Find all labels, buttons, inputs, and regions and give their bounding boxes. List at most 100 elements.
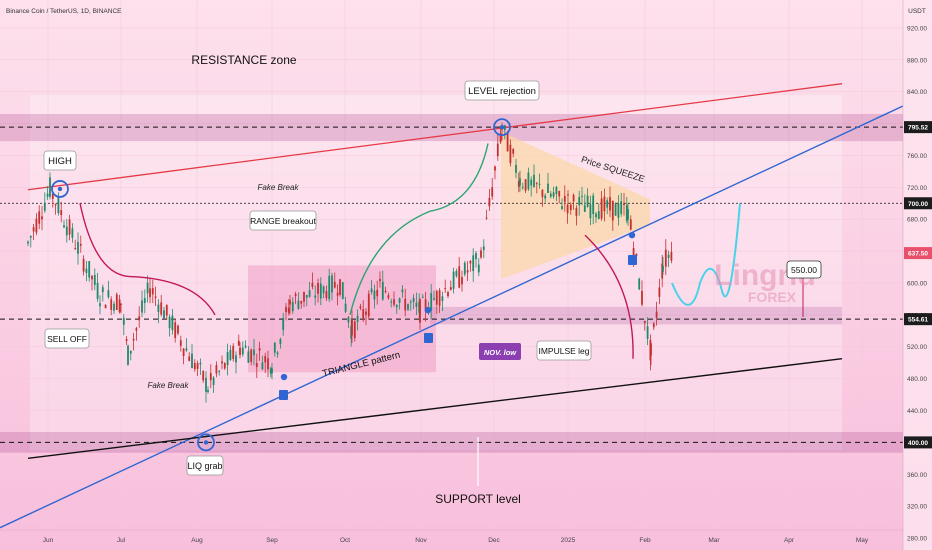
candle-body (297, 300, 300, 310)
candle-body (209, 373, 212, 381)
candle-body (250, 349, 253, 362)
candle-body (196, 363, 199, 369)
candle-body (365, 311, 367, 315)
candle-body (160, 302, 163, 315)
annotation-range-breakout: RANGE breakout (250, 216, 316, 226)
candle-body (519, 178, 521, 186)
candle-body (91, 275, 93, 280)
candle-body (600, 198, 603, 219)
candle-body (258, 348, 261, 351)
candle-body (455, 271, 458, 277)
candle-body (625, 205, 628, 221)
candle-body (325, 291, 328, 299)
candle-body (276, 352, 279, 355)
candle-body (395, 305, 398, 308)
candle-body (643, 320, 646, 324)
candle-body (285, 306, 287, 313)
candle-body (535, 182, 538, 184)
candle-body (199, 362, 202, 365)
candle-body (629, 219, 632, 230)
candle-body (241, 347, 244, 355)
candle-body (351, 320, 353, 336)
candle-body (239, 347, 241, 355)
candle-body (215, 365, 218, 374)
price-zones (0, 113, 903, 453)
candle-body (264, 356, 267, 363)
candle-body (359, 306, 362, 309)
candle-body (404, 298, 407, 311)
candle-body (589, 204, 592, 219)
y-tick-label: 280.00 (907, 536, 927, 543)
candle-body (563, 196, 566, 202)
candle-body (344, 303, 347, 312)
x-tick-label: Oct (340, 537, 350, 544)
candle-body (597, 211, 600, 220)
candle-body (317, 282, 319, 294)
y-tick-label: 320.00 (907, 504, 927, 511)
candle-body (127, 345, 129, 365)
candle-body (512, 149, 515, 154)
candle-body (74, 247, 77, 249)
candle-body (658, 287, 661, 297)
candle-body (135, 328, 138, 331)
y-tick-label: 720.00 (907, 185, 927, 192)
candle-body (107, 290, 110, 298)
annotation-support-level: SUPPORT level (435, 492, 521, 506)
watermark-bottom: FOREX (748, 289, 797, 305)
candle-body (99, 303, 101, 307)
candle-body (646, 326, 649, 339)
annotation-nov-low: NOV. low (484, 348, 517, 357)
candle-body (146, 282, 149, 294)
candle-body (390, 301, 393, 303)
candle-body (138, 316, 141, 321)
candle-body (41, 216, 43, 220)
candle-body (226, 352, 229, 366)
candle-body (271, 368, 273, 374)
x-tick-label: Nov (415, 537, 427, 544)
candle-body (171, 315, 174, 331)
candle-body (488, 197, 491, 207)
y-tick-label: 520.00 (907, 344, 927, 351)
candle-body (655, 311, 658, 318)
x-tick-label: Dec (488, 537, 500, 544)
candle-body (494, 166, 496, 171)
candle-body (328, 275, 331, 300)
annotation-fake-break-top: Fake Break (258, 183, 300, 192)
candle-body (552, 192, 555, 197)
candle-body (333, 281, 336, 288)
candle-body (583, 205, 586, 212)
candle-body (191, 353, 193, 369)
candle-body (650, 343, 652, 356)
x-tick-label: Aug (191, 537, 203, 544)
candle-body (444, 288, 447, 290)
candle-body (367, 293, 370, 317)
candle-body (461, 277, 463, 285)
candle-body (379, 278, 381, 282)
candle-body (279, 338, 282, 345)
candle-body (609, 197, 611, 211)
price-tag-bg (904, 313, 932, 326)
candle-body (641, 290, 643, 305)
candle-body (480, 250, 482, 258)
candle-body (533, 174, 535, 187)
candle-body (449, 287, 452, 291)
candle-body (595, 213, 597, 218)
candle-body (387, 295, 390, 298)
y-tick-label: 680.00 (907, 217, 927, 224)
candle-body (232, 345, 235, 359)
candle-body (63, 225, 65, 228)
candle-body (65, 226, 68, 236)
resistance-trendline (27, 83, 843, 191)
candle-body (477, 264, 480, 273)
candle-body (237, 340, 240, 346)
candle-body (370, 288, 373, 293)
candle-body (336, 292, 339, 296)
x-tick-label: Mar (708, 537, 720, 544)
candle-body (384, 291, 387, 293)
candle-body (46, 193, 49, 197)
candle-body (291, 301, 294, 312)
candle-body (419, 299, 421, 323)
currency-label: USDT (908, 8, 926, 15)
